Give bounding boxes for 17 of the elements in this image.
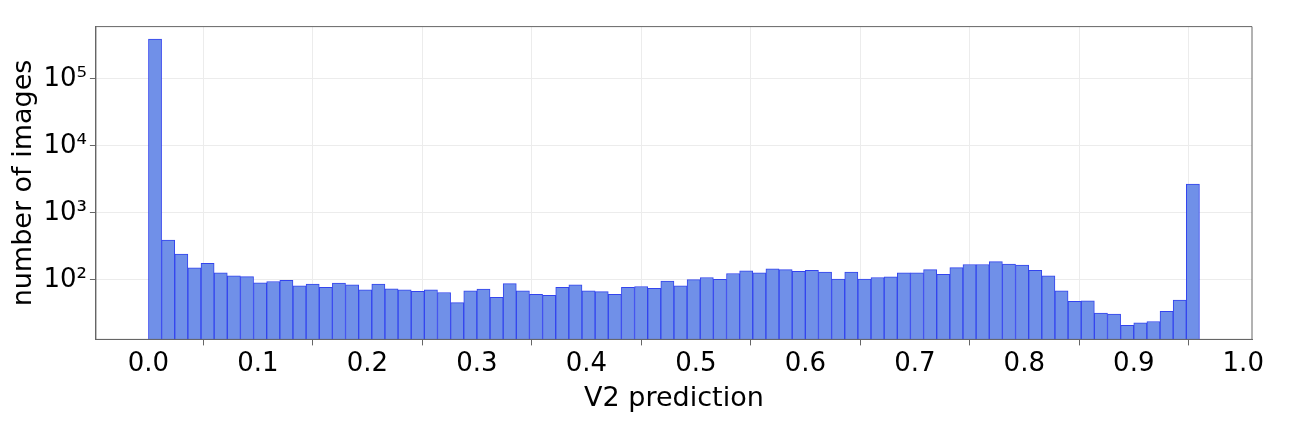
x-tick-label: 0.2 [346,346,389,377]
x-tick-label: 0.6 [784,346,827,377]
x-tick-label: 0.8 [1003,346,1045,377]
x-tick-label: 0.9 [1113,346,1155,377]
x-tick-label: 0.5 [675,346,717,377]
x-tick-label: 0.3 [456,346,498,377]
x-tick-label: 0.0 [127,346,170,377]
x-tick-label: 1.0 [1222,346,1264,377]
y-tick-label: 10⁴ [43,128,87,159]
x-tick-label: 0.1 [237,346,279,377]
x-tick-label: 0.4 [565,346,608,377]
y-tick-label: 10³ [43,195,87,226]
x-axis-title: V2 prediction [584,380,764,412]
y-tick-label: 10² [43,262,87,293]
x-tick-label: 0.7 [894,346,936,377]
y-axis-title: number of images [6,59,38,307]
y-tick-label: 10⁵ [43,61,87,92]
